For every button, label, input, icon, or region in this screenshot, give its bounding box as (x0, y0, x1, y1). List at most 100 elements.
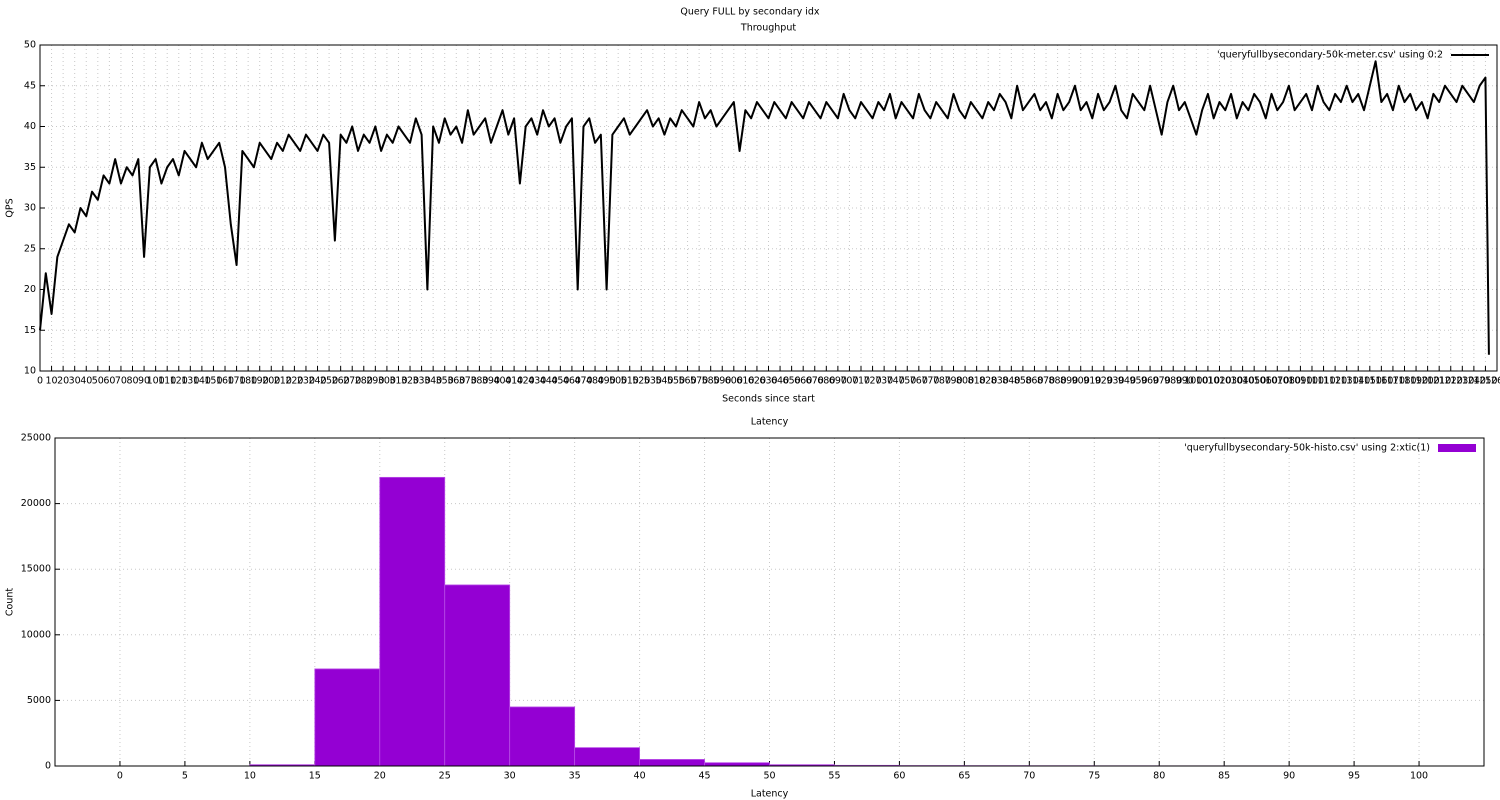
x-tick-label: 760 (910, 376, 928, 387)
x-tick-label: 90 (138, 376, 150, 387)
x-tick-label: 160 (216, 376, 234, 387)
x-tick-label: 590 (713, 376, 731, 387)
x-tick-label: 40 (634, 771, 646, 782)
x-tick-label: 30 (504, 771, 516, 782)
y-tick-label: 25 (24, 243, 36, 254)
x-tick-label: 750 (898, 376, 916, 387)
x-tick-label: 70 (115, 376, 127, 387)
x-tick-label: 650 (783, 376, 801, 387)
legend-swatch (1438, 444, 1476, 452)
x-tick-label: 80 (126, 376, 138, 387)
histogram-bar (444, 584, 511, 767)
x-tick-label: 1010 (1196, 376, 1220, 387)
x-tick-label: 440 (540, 376, 558, 387)
x-tick-label: 1140 (1346, 376, 1370, 387)
x-tick-label: 450 (551, 376, 569, 387)
y-tick-label: 35 (24, 162, 36, 173)
x-tick-label: 1220 (1439, 376, 1463, 387)
x-tick-label: 1110 (1311, 376, 1335, 387)
x-tick-label: 740 (887, 376, 905, 387)
x-tick-label: 1180 (1392, 376, 1416, 387)
x-tick-label: 110 (158, 376, 176, 387)
x-tick-label: 320 (401, 376, 419, 387)
y-tick-label: 50 (24, 40, 36, 51)
x-tick-label: 50 (763, 771, 775, 782)
x-tick-label: 390 (482, 376, 500, 387)
x-tick-label: 1080 (1277, 376, 1301, 387)
x-tick-label: 670 (806, 376, 824, 387)
x-tick-label: 360 (447, 376, 465, 387)
x-tick-label: 570 (690, 376, 708, 387)
x-tick-label: 620 (748, 376, 766, 387)
x-tick-label: 840 (1002, 376, 1020, 387)
y-tick-label: 45 (24, 80, 36, 91)
x-tick-label: 60 (893, 771, 905, 782)
x-tick-label: 900 (1072, 376, 1090, 387)
x-tick-label: 500 (609, 376, 627, 387)
x-tick-label: 0 (117, 771, 123, 782)
plot-frame (54, 437, 1485, 767)
y-tick-label: 25000 (21, 433, 51, 444)
x-tick-label: 1190 (1404, 376, 1428, 387)
x-tick-label: 10 (244, 771, 256, 782)
x-tick-label: 880 (1049, 376, 1067, 387)
legend-label: 'queryfullbysecondary-50k-histo.csv' usi… (1184, 443, 1430, 454)
x-tick-label: 120 (170, 376, 188, 387)
x-tick-label: 600 (725, 376, 743, 387)
legend-label: 'queryfullbysecondary-50k-meter.csv' usi… (1217, 50, 1443, 61)
x-tick-label: 1000 (1184, 376, 1208, 387)
x-tick-label: 1050 (1242, 376, 1266, 387)
x-tick-label: 810 (968, 376, 986, 387)
x-tick-label: 340 (424, 376, 442, 387)
x-tick-label: 220 (285, 376, 303, 387)
y-tick-label: 20000 (21, 498, 51, 509)
x-tick-label: 920 (1095, 376, 1113, 387)
x-tick-label: 1160 (1369, 376, 1393, 387)
y-axis-label: Count (5, 588, 16, 616)
x-tick-label: 790 (944, 376, 962, 387)
x-tick-label: 380 (470, 376, 488, 387)
x-tick-label: 1200 (1416, 376, 1440, 387)
x-tick-label: 820 (979, 376, 997, 387)
x-tick-label: 280 (355, 376, 373, 387)
y-tick-label: 20 (24, 284, 36, 295)
x-tick-label: 15 (309, 771, 321, 782)
x-tick-label: 770 (921, 376, 939, 387)
x-tick-label: 50 (92, 376, 104, 387)
x-tick-label: 480 (586, 376, 604, 387)
x-tick-label: 300 (378, 376, 396, 387)
x-tick-label: 1150 (1358, 376, 1382, 387)
figure-title: Query FULL by secondary idx (680, 7, 820, 18)
x-tick-label: 410 (505, 376, 523, 387)
x-tick-label: 60 (103, 376, 115, 387)
x-tick-label: 430 (528, 376, 546, 387)
x-tick-label: 40 (80, 376, 92, 387)
x-tick-label: 870 (1037, 376, 1055, 387)
x-tick-label: 460 (563, 376, 581, 387)
x-tick-label: 370 (459, 376, 477, 387)
x-tick-label: 75 (1088, 771, 1100, 782)
x-tick-label: 95 (1348, 771, 1360, 782)
x-tick-label: 910 (1083, 376, 1101, 387)
x-tick-label: 230 (297, 376, 315, 387)
x-tick-label: 310 (389, 376, 407, 387)
x-tick-label: 530 (644, 376, 662, 387)
x-tick-label: 350 (436, 376, 454, 387)
x-tick-label: 1040 (1231, 376, 1255, 387)
x-tick-label: 20 (57, 376, 69, 387)
x-tick-label: 35 (569, 771, 581, 782)
x-tick-label: 860 (1025, 376, 1043, 387)
chart-title: Throughput (740, 23, 796, 34)
x-tick-label: 1260 (1485, 376, 1500, 387)
x-tick-label: 1090 (1288, 376, 1312, 387)
x-tick-label: 100 (1410, 771, 1428, 782)
x-tick-label: 240 (308, 376, 326, 387)
x-tick-label: 0 (37, 376, 43, 387)
x-tick-label: 1230 (1450, 376, 1474, 387)
y-tick-label: 15000 (21, 564, 51, 575)
histogram-bar (574, 747, 640, 767)
x-tick-label: 150 (204, 376, 222, 387)
x-tick-label: 190 (251, 376, 269, 387)
x-tick-label: 730 (875, 376, 893, 387)
